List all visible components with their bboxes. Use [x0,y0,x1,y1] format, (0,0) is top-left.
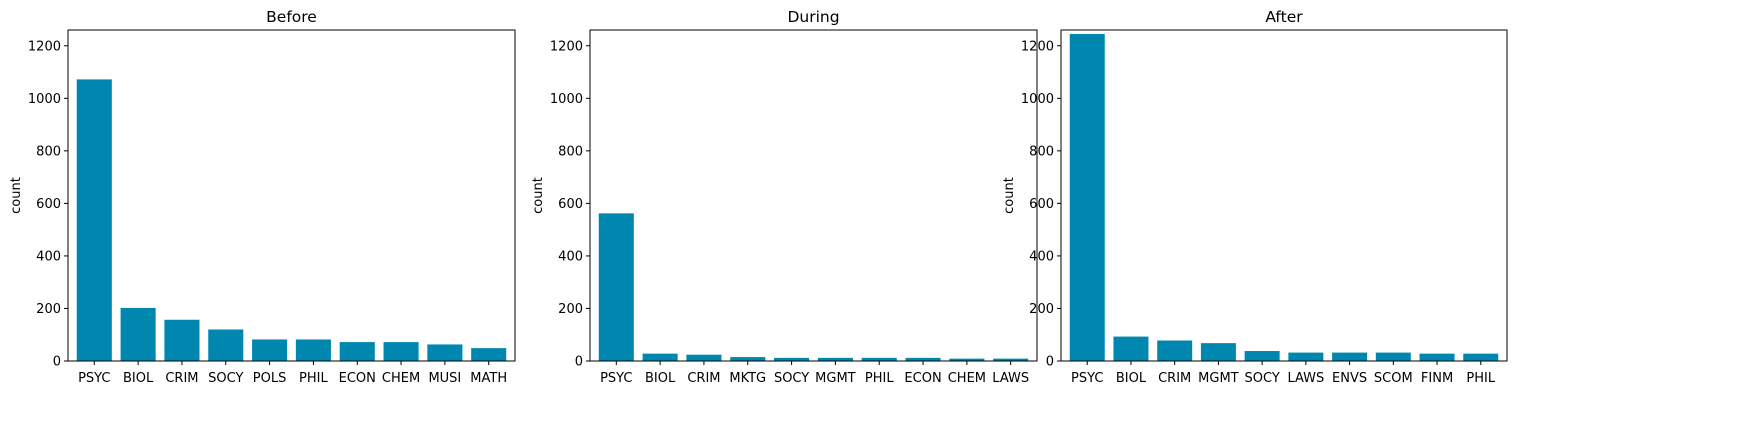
bar-socy [208,329,244,361]
y-tick-label: 0 [53,355,61,370]
x-tick-label: BIOL [645,371,676,386]
bar-phil [1463,353,1499,361]
chart-panel-2: 0 200 400 600 800 1000 1200 PSYC BIOL CRIM MGMT SOC… [1002,8,1508,386]
y-tick-label: 200 [1029,302,1054,317]
y-tick-label: 1000 [1021,92,1054,107]
axes-frame [589,29,1038,362]
y-tick-label: 600 [36,197,61,212]
x-tick-label: PSYC [1071,371,1103,386]
x-tick-label: LAWS [1287,371,1324,386]
bar-mgmt [1200,343,1236,361]
bar-finm [1419,353,1455,361]
bar-psyc [1069,33,1105,361]
x-tick-label: ENVS [1332,371,1367,386]
bar-psyc [76,79,112,361]
x-tick-label: POLS [253,371,287,386]
bar-pols [252,339,288,361]
bar-phil [295,339,331,361]
y-tick-label: 800 [558,144,583,159]
x-tick-label: BIOL [1116,371,1147,386]
bar-econ [339,342,375,361]
y-axis-label: count [9,177,24,214]
y-tick-label: 600 [1029,197,1054,212]
x-tick-label: PHIL [865,371,894,386]
axes-frame [1060,29,1508,362]
x-tick-label: PSYC [600,371,632,386]
y-tick-label: 800 [1029,144,1054,159]
bar-chem [949,358,985,361]
y-tick-label: 400 [36,249,61,264]
bar-math [471,348,507,361]
x-tick-label: CRIM [1158,371,1191,386]
y-tick-label: 600 [558,197,583,212]
x-tick-label: ECON [339,371,376,386]
y-tick-label: 1000 [550,92,583,107]
y-tick-label: 200 [36,302,61,317]
chart-title: Before [266,8,317,26]
x-tick-label: FINM [1421,371,1453,386]
y-tick-label: 1200 [28,39,61,54]
bar-biol [1113,336,1149,361]
x-tick-label: PHIL [1466,371,1495,386]
bar-envs [1332,352,1368,361]
bar-crim [1157,340,1193,361]
x-tick-label: LAWS [992,371,1029,386]
x-tick-label: MUSI [428,371,461,386]
x-tick-label: PHIL [299,371,328,386]
chart-panel-1: 0 200 400 600 800 1000 1200 PSYC BIOL CRIM MKTG SOC… [531,8,1038,386]
bar-crim [164,319,200,361]
chart-title: During [787,8,839,26]
x-tick-label: SOCY [208,371,243,386]
x-tick-label: CRIM [687,371,720,386]
y-axis-label: count [531,177,546,214]
y-tick-label: 400 [1029,249,1054,264]
x-tick-label: MATH [470,371,507,386]
bar-mgmt [817,357,853,361]
x-tick-label: SCOM [1374,371,1413,386]
y-tick-label: 200 [558,302,583,317]
x-tick-label: MGMT [1198,371,1239,386]
y-tick-label: 800 [36,144,61,159]
bar-crim [686,354,722,361]
x-tick-label: CRIM [165,371,198,386]
x-tick-label: MKTG [729,371,766,386]
x-tick-label: CHEM [948,371,986,386]
y-tick-label: 0 [1046,355,1054,370]
bar-phil [861,357,897,361]
bar-laws [1288,352,1324,361]
bar-mktg [730,357,766,361]
bar-econ [905,357,941,361]
x-tick-label: SOCY [1244,371,1279,386]
x-tick-label: MGMT [815,371,856,386]
bar-socy [1244,351,1280,361]
bar-scom [1375,352,1411,361]
y-axis-label: count [1002,177,1017,214]
y-tick-label: 1200 [550,39,583,54]
chart-panel-0: 0 200 400 600 800 1000 1200 PSYC BIOL CRIM SOCY POL… [9,8,516,386]
y-tick-label: 0 [575,355,583,370]
bar-biol [120,307,156,361]
y-tick-label: 1000 [28,92,61,107]
bar-biol [642,353,678,361]
x-tick-label: BIOL [123,371,154,386]
x-tick-label: CHEM [382,371,420,386]
y-tick-label: 400 [558,249,583,264]
y-tick-label: 1200 [1021,39,1054,54]
bar-musi [427,344,463,361]
bar-socy [774,357,810,361]
chart-title: After [1265,8,1303,26]
x-tick-label: PSYC [78,371,110,386]
x-tick-label: ECON [904,371,941,386]
axes-frame [67,29,516,362]
bar-laws [993,358,1029,361]
x-tick-label: SOCY [774,371,809,386]
bar-psyc [598,213,634,361]
bar-chem [383,342,419,361]
